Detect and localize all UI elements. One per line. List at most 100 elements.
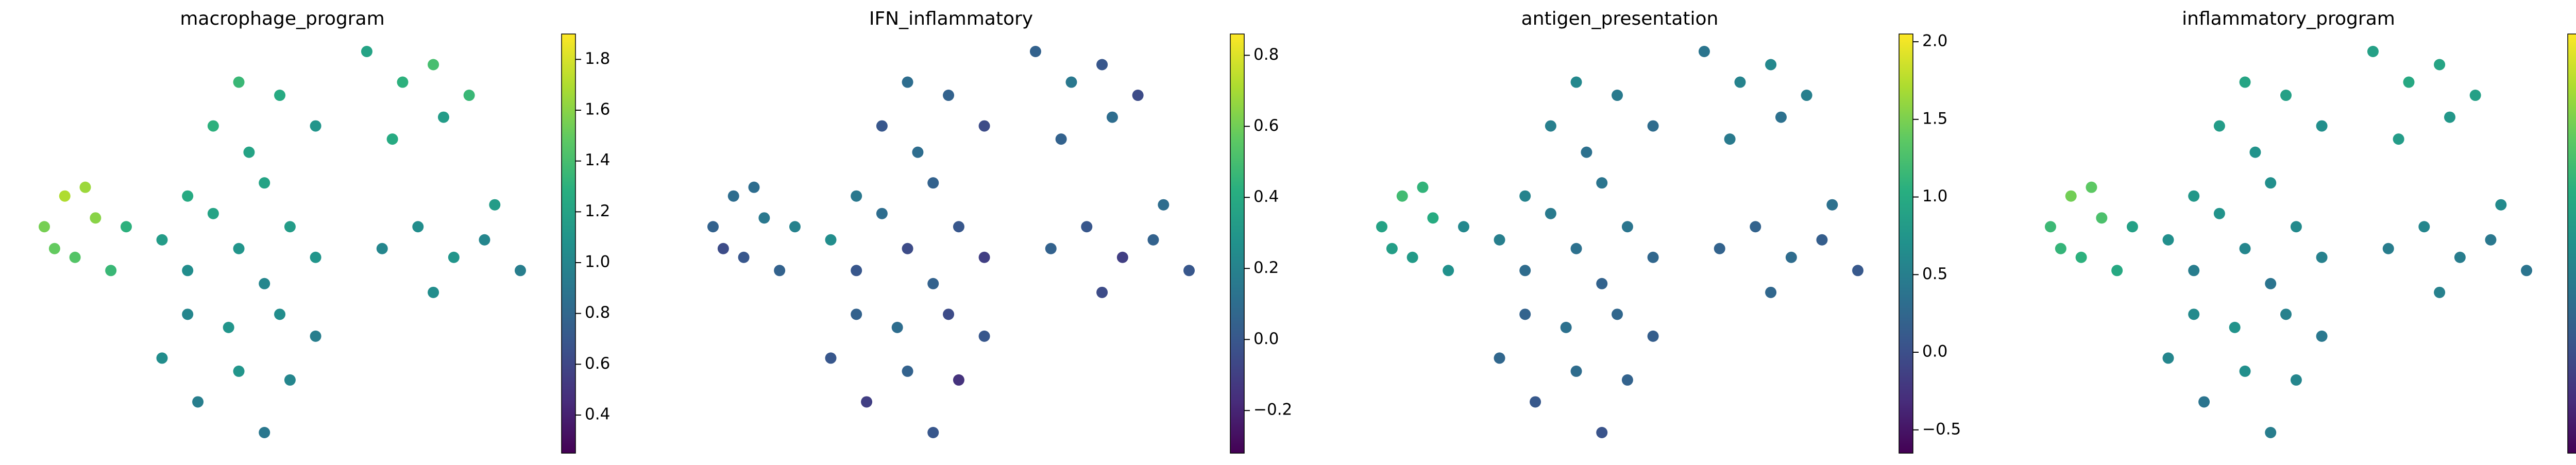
cell-point xyxy=(274,308,286,320)
cell-point xyxy=(2239,76,2251,88)
cell-point xyxy=(825,234,837,246)
cell-point xyxy=(2469,90,2481,101)
cell-point xyxy=(707,221,719,233)
panel-title: macrophage_program xyxy=(180,8,384,29)
cell-point xyxy=(1785,251,1797,263)
cell-point xyxy=(2495,199,2507,211)
colorbar-tick-label: 0.8 xyxy=(585,303,610,322)
cell-point xyxy=(953,221,964,233)
cell-point xyxy=(891,321,903,333)
colorbar-tick-label: 0.5 xyxy=(1922,265,1947,283)
cell-point xyxy=(774,265,786,277)
cell-point xyxy=(1545,120,1556,132)
colorbar-tick-label: 1.5 xyxy=(1922,109,1947,128)
cell-point xyxy=(2162,234,2174,246)
cell-point xyxy=(1055,133,1067,145)
colorbar-tick-label: −0.2 xyxy=(1253,401,1292,419)
cell-point xyxy=(79,181,91,193)
cell-point xyxy=(2280,90,2292,101)
cell-point xyxy=(90,212,101,224)
cell-point xyxy=(1775,111,1787,123)
cell-point xyxy=(748,181,760,193)
cell-point xyxy=(1045,243,1057,254)
cell-point xyxy=(412,221,424,233)
colorbar-tick-label: 1.0 xyxy=(1922,187,1947,205)
cell-point xyxy=(182,308,194,320)
colorbar xyxy=(1230,33,1245,454)
cell-point xyxy=(2265,177,2277,189)
cell-point xyxy=(927,427,939,438)
colorbar xyxy=(561,33,576,454)
cell-point xyxy=(1065,76,1077,88)
cell-point xyxy=(310,120,321,132)
colorbar xyxy=(1899,33,1913,454)
cell-point xyxy=(156,234,168,246)
cell-point xyxy=(1750,221,1761,233)
cell-point xyxy=(1801,90,1812,101)
cell-point xyxy=(978,120,990,132)
cell-point xyxy=(1494,234,1505,246)
cell-point xyxy=(1570,76,1582,88)
cell-point xyxy=(2188,308,2200,320)
cell-point xyxy=(2249,146,2261,158)
cell-point xyxy=(2188,190,2200,202)
colorbar-tick-label: 0.0 xyxy=(1253,330,1279,348)
cell-point xyxy=(69,251,81,263)
cell-point xyxy=(2393,133,2404,145)
panel-title: IFN_inflammatory xyxy=(869,8,1033,29)
cell-point xyxy=(1621,374,1633,386)
cell-point xyxy=(851,308,862,320)
cell-point xyxy=(274,90,286,101)
cell-point xyxy=(2434,286,2446,298)
cell-point xyxy=(1570,365,1582,377)
cell-point xyxy=(825,352,837,364)
cell-point xyxy=(943,308,955,320)
cell-point xyxy=(1519,190,1531,202)
cell-point xyxy=(912,146,924,158)
cell-point xyxy=(233,243,245,254)
cell-point xyxy=(717,243,729,254)
cell-point xyxy=(2418,221,2430,233)
cell-point xyxy=(876,208,888,219)
colorbar-tick-label: 1.4 xyxy=(585,151,610,169)
cell-point xyxy=(2055,243,2066,254)
colorbar-tick-label: 0.0 xyxy=(1922,342,1947,361)
cell-point xyxy=(243,146,255,158)
cell-point xyxy=(2213,120,2225,132)
cell-point xyxy=(1443,265,1454,277)
cell-point xyxy=(2403,76,2415,88)
cell-point xyxy=(1406,251,1418,263)
cell-point xyxy=(1029,46,1041,57)
cell-point xyxy=(2086,181,2097,193)
cell-point xyxy=(851,190,862,202)
cell-point xyxy=(39,221,50,233)
cell-point xyxy=(2316,120,2328,132)
cell-point xyxy=(1596,278,1608,289)
cell-point xyxy=(902,365,913,377)
cell-point xyxy=(1596,177,1608,189)
cell-point xyxy=(1106,111,1118,123)
cell-point xyxy=(738,251,750,263)
cell-point xyxy=(233,365,245,377)
cell-point xyxy=(1519,308,1531,320)
cell-point xyxy=(2265,427,2277,438)
cell-point xyxy=(2316,330,2328,342)
cell-point xyxy=(1698,46,1710,57)
cell-point xyxy=(1816,234,1828,246)
cell-point xyxy=(1132,90,1144,101)
cell-point xyxy=(2229,321,2241,333)
cell-point xyxy=(233,76,245,88)
cell-point xyxy=(2096,212,2108,224)
cell-point xyxy=(48,243,60,254)
cell-point xyxy=(105,265,117,277)
colorbar-tick-label: 1.8 xyxy=(585,49,610,68)
cell-point xyxy=(182,265,194,277)
cell-point xyxy=(1714,243,1725,254)
cell-point xyxy=(2521,265,2532,277)
cell-point xyxy=(2316,251,2328,263)
cell-point xyxy=(2198,396,2210,408)
cell-point xyxy=(927,278,939,289)
cell-point xyxy=(2265,278,2277,289)
cell-point xyxy=(2434,59,2446,71)
cell-point xyxy=(2444,111,2455,123)
